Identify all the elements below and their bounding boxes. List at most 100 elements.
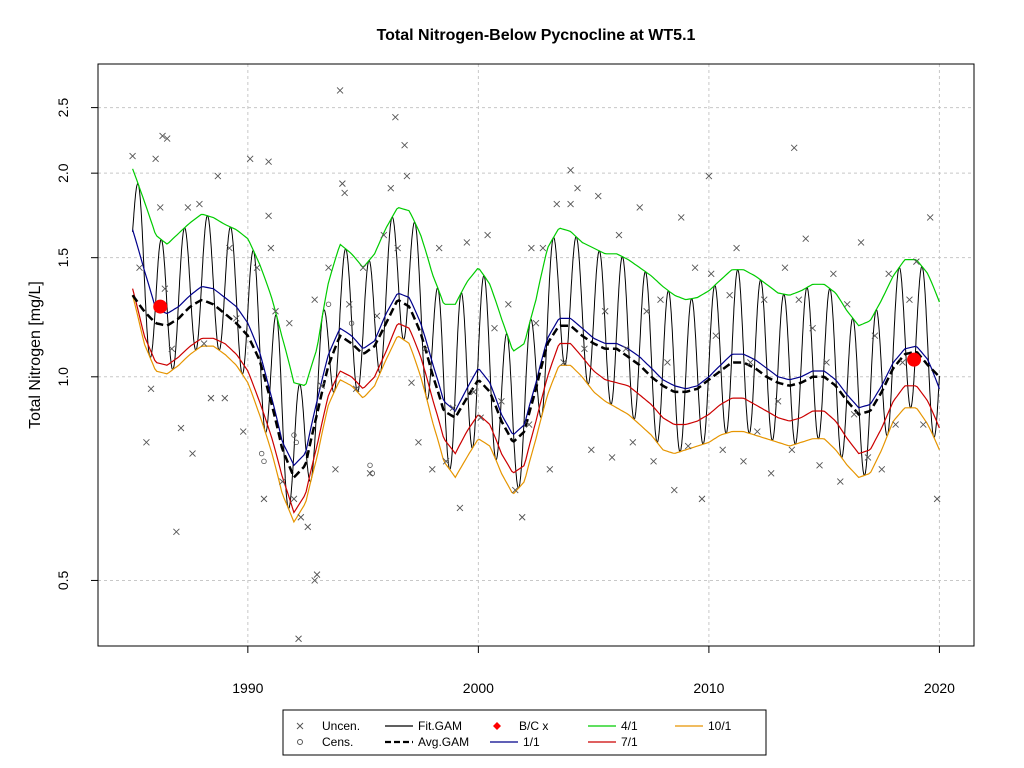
uncensored-point <box>286 319 293 327</box>
series-10-1 <box>132 295 940 524</box>
uncensored-point <box>760 296 768 304</box>
series-1-1 <box>132 229 940 467</box>
uncensored-point <box>207 394 215 402</box>
uncensored-point <box>913 258 920 265</box>
uncensored-point <box>594 192 602 200</box>
uncensored-point <box>774 397 782 405</box>
uncensored-point <box>567 200 574 208</box>
censored-point <box>291 432 297 438</box>
uncensored-point <box>871 332 879 340</box>
uncensored-point <box>518 513 526 521</box>
uncensored-point <box>560 359 567 366</box>
uncensored-point <box>403 172 411 180</box>
uncensored-point <box>279 478 286 485</box>
uncensored-point <box>339 180 346 187</box>
uncensored-point <box>525 421 533 428</box>
legend-box <box>282 709 767 756</box>
uncensored-point <box>226 244 233 252</box>
uncensored-point <box>546 465 554 473</box>
uncensored-point <box>892 421 899 428</box>
uncensored-point <box>899 359 906 366</box>
uncensored-point <box>878 465 886 473</box>
uncensored-point <box>539 244 547 252</box>
legend-label: Uncen. <box>322 719 360 733</box>
uncensored-point <box>394 244 402 252</box>
uncensored-point <box>788 446 796 454</box>
uncensored-point <box>143 439 150 446</box>
uncensored-point <box>740 458 747 465</box>
uncensored-point <box>408 379 415 387</box>
uncensored-point <box>753 428 761 435</box>
uncensored-point <box>843 300 851 308</box>
uncensored-point <box>553 200 561 208</box>
uncensored-point <box>707 270 715 278</box>
uncensored-point <box>629 439 637 446</box>
uncensored-point <box>311 296 319 304</box>
y-tick-label: 1.5 <box>55 248 71 268</box>
uncensored-point <box>498 397 505 405</box>
y-tick-label: 1.0 <box>55 367 71 387</box>
uncensored-point <box>239 428 247 435</box>
uncensored-point <box>265 212 272 220</box>
uncensored-point <box>173 528 180 536</box>
uncensored-point <box>232 315 240 322</box>
uncensored-point <box>615 231 623 239</box>
uncensored-point <box>272 307 279 315</box>
uncensored-point <box>712 332 720 340</box>
uncensored-point <box>691 264 699 271</box>
x-tick-label: 1990 <box>232 680 263 696</box>
uncensored-point <box>528 244 535 252</box>
uncensored-point <box>677 214 685 221</box>
uncensored-point <box>850 411 858 418</box>
uncensored-point <box>196 200 203 208</box>
x-axis: 1990 2000 2010 2020 <box>232 645 955 696</box>
points-layer <box>129 87 941 643</box>
uncensored-point <box>511 486 519 494</box>
legend-item: Avg.GAM <box>385 735 469 749</box>
uncensored-point <box>581 345 588 353</box>
x-tick-label: 2020 <box>924 680 955 696</box>
uncensored-point <box>260 495 268 503</box>
uncensored-point <box>601 307 609 315</box>
uncensored-point <box>449 404 457 412</box>
censored-point <box>293 439 299 446</box>
uncensored-point <box>435 244 443 252</box>
uncensored-point <box>345 300 353 308</box>
legend-label: Avg.GAM <box>418 735 469 749</box>
uncensored-point <box>726 291 733 299</box>
uncensored-point <box>221 394 229 402</box>
chart-title: Total Nitrogen-Below Pycnocline at WT5.1 <box>377 27 696 44</box>
uncensored-point <box>823 359 830 366</box>
y-tick-label: 0.5 <box>55 571 71 591</box>
uncensored-point <box>152 155 159 163</box>
uncensored-point <box>214 172 222 180</box>
bc-point <box>907 352 922 367</box>
uncensored-point <box>885 270 893 278</box>
uncensored-point <box>705 172 713 180</box>
y-axis: 0.5 1.0 1.5 2.0 2.5 <box>55 98 98 591</box>
legend-label: 1/1 <box>523 735 540 749</box>
y-tick-label: 2.0 <box>55 163 71 183</box>
legend-label: 4/1 <box>621 719 638 733</box>
series-4-1 <box>132 168 940 387</box>
legend-label: Fit.GAM <box>418 719 462 733</box>
uncensored-point <box>392 113 399 121</box>
uncensored-point <box>163 135 171 142</box>
uncensored-point <box>373 312 381 320</box>
uncensored-point <box>325 264 332 271</box>
uncensored-point <box>136 264 143 271</box>
uncensored-point <box>456 504 464 512</box>
y-axis-label: Total Nitrogen [mg/L] <box>27 281 44 429</box>
uncensored-point <box>332 465 339 473</box>
uncensored-point <box>926 214 934 221</box>
uncensored-point <box>608 454 616 461</box>
uncensored-point <box>636 204 644 211</box>
uncensored-point <box>200 340 208 347</box>
uncensored-point <box>168 345 176 353</box>
uncensored-point <box>836 478 844 485</box>
legend-label: B/C x <box>519 719 548 733</box>
uncensored-point <box>253 264 261 271</box>
uncensored-point <box>246 155 254 163</box>
uncensored-point <box>698 495 706 503</box>
uncensored-point <box>380 231 388 239</box>
